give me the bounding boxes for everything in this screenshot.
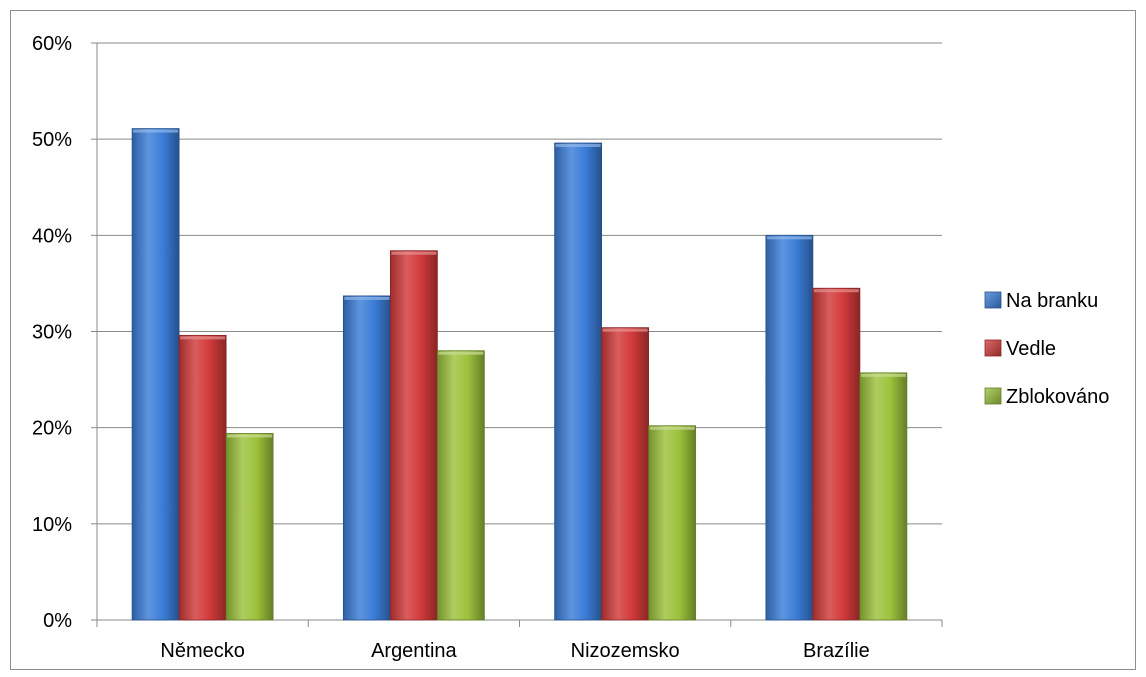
legend-label: Na branku (1006, 290, 1098, 312)
bar-highlight (649, 426, 695, 430)
bar-highlight (344, 296, 390, 300)
x-tick-label: Nizozemsko (571, 640, 680, 662)
y-tick-label: 20% (32, 418, 72, 440)
legend-label: Zblokováno (1006, 386, 1109, 408)
bar-highlight (133, 129, 179, 133)
x-tick-label: Brazílie (803, 640, 870, 662)
bar-highlight (180, 336, 226, 340)
legend-swatch-na-branku (984, 291, 1002, 309)
legend-swatch-zblokováno (984, 387, 1002, 405)
bar-highlight (860, 373, 906, 377)
y-tick-label: 10% (32, 514, 72, 536)
bar-na-branku-německo (131, 128, 180, 621)
bars (131, 128, 908, 621)
bar-highlight (227, 434, 273, 438)
y-tick-label: 50% (32, 129, 72, 151)
bar-zblokováno-argentina (436, 350, 485, 621)
bar-highlight (766, 236, 812, 240)
y-tick-label: 40% (32, 225, 72, 247)
bar-vedle-argentina (389, 250, 438, 621)
legend: Na branku Vedle Zblokováno (984, 290, 1109, 408)
tick-labels: 0% 10% 20% 30% 40% 50% 60% Německo Argentina Nizo… (32, 33, 870, 662)
bar-highlight (555, 144, 601, 148)
bar-vedle-nizozemsko (601, 327, 650, 621)
y-tick-label: 0% (43, 610, 72, 632)
bar-highlight (813, 289, 859, 293)
x-tick-label: Německo (160, 640, 244, 662)
bar-na-branku-nizozemsko (554, 142, 603, 621)
bar-vedle-německo (178, 334, 227, 621)
legend-swatch-vedle (984, 339, 1002, 357)
bar-na-branku-argentina (342, 295, 391, 621)
legend-label: Vedle (1006, 338, 1056, 360)
bar-highlight (391, 251, 437, 255)
x-tick-label: Argentina (371, 640, 457, 662)
bar-zblokováno-nizozemsko (648, 425, 697, 621)
bar-vedle-brazílie (812, 287, 861, 621)
bar-highlight (602, 328, 648, 332)
bar-na-branku-brazílie (765, 234, 814, 621)
bar-zblokováno-německo (225, 433, 274, 621)
y-tick-label: 60% (32, 33, 72, 55)
y-tick-label: 30% (32, 322, 72, 344)
bar-zblokováno-brazílie (859, 372, 908, 621)
bar-highlight (438, 351, 484, 355)
